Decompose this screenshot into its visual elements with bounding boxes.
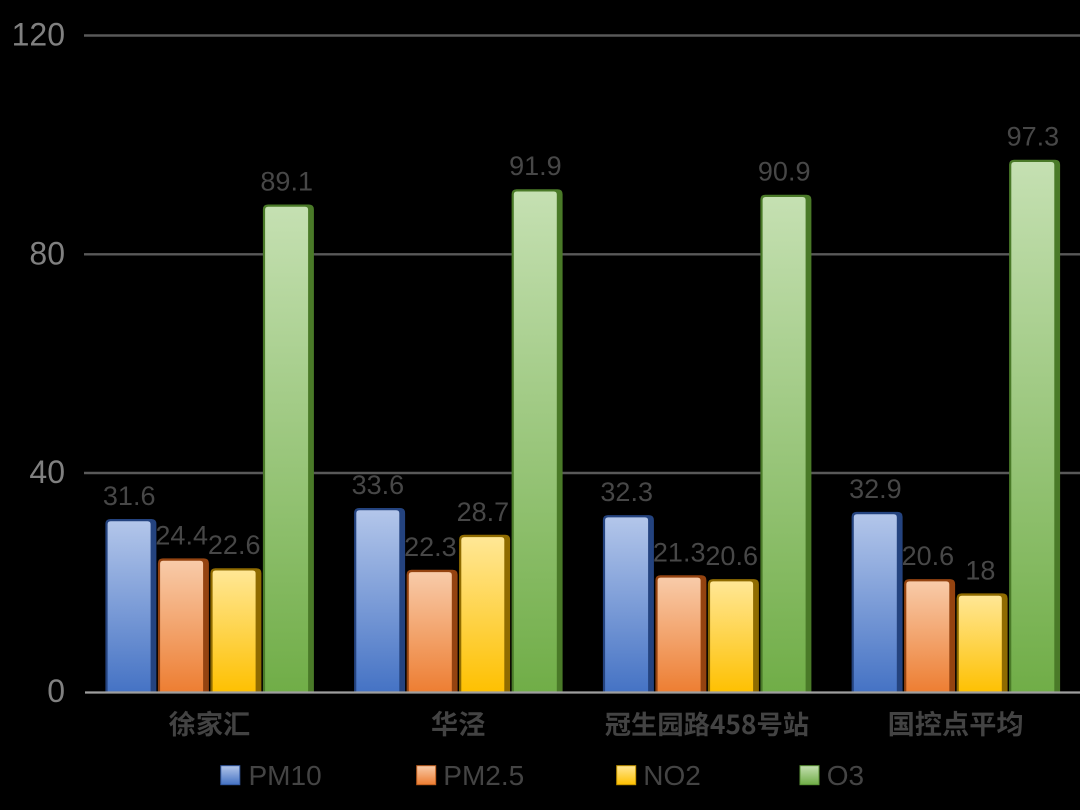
svg-text:31.6: 31.6 (103, 481, 156, 511)
svg-text:20.6: 20.6 (705, 541, 758, 571)
svg-text:120: 120 (12, 17, 65, 53)
svg-text:PM10: PM10 (249, 760, 322, 791)
svg-text:28.7: 28.7 (457, 497, 510, 527)
svg-text:O3: O3 (827, 760, 864, 791)
svg-text:24.4: 24.4 (155, 520, 208, 550)
svg-text:PM2.5: PM2.5 (443, 760, 524, 791)
svg-text:40: 40 (29, 454, 65, 490)
svg-text:91.9: 91.9 (509, 151, 562, 181)
svg-text:21.3: 21.3 (653, 537, 706, 567)
svg-text:97.3: 97.3 (1007, 122, 1060, 152)
svg-text:20.6: 20.6 (902, 541, 955, 571)
svg-text:NO2: NO2 (643, 760, 701, 791)
svg-text:80: 80 (29, 236, 65, 272)
svg-text:32.9: 32.9 (849, 474, 902, 504)
svg-text:22.6: 22.6 (208, 530, 261, 560)
svg-text:32.3: 32.3 (600, 477, 653, 507)
svg-text:89.1: 89.1 (260, 167, 313, 197)
svg-text:18: 18 (965, 555, 995, 585)
svg-text:0: 0 (47, 673, 65, 709)
svg-text:90.9: 90.9 (758, 157, 811, 187)
svg-text:33.6: 33.6 (352, 470, 405, 500)
svg-text:22.3: 22.3 (404, 532, 457, 562)
